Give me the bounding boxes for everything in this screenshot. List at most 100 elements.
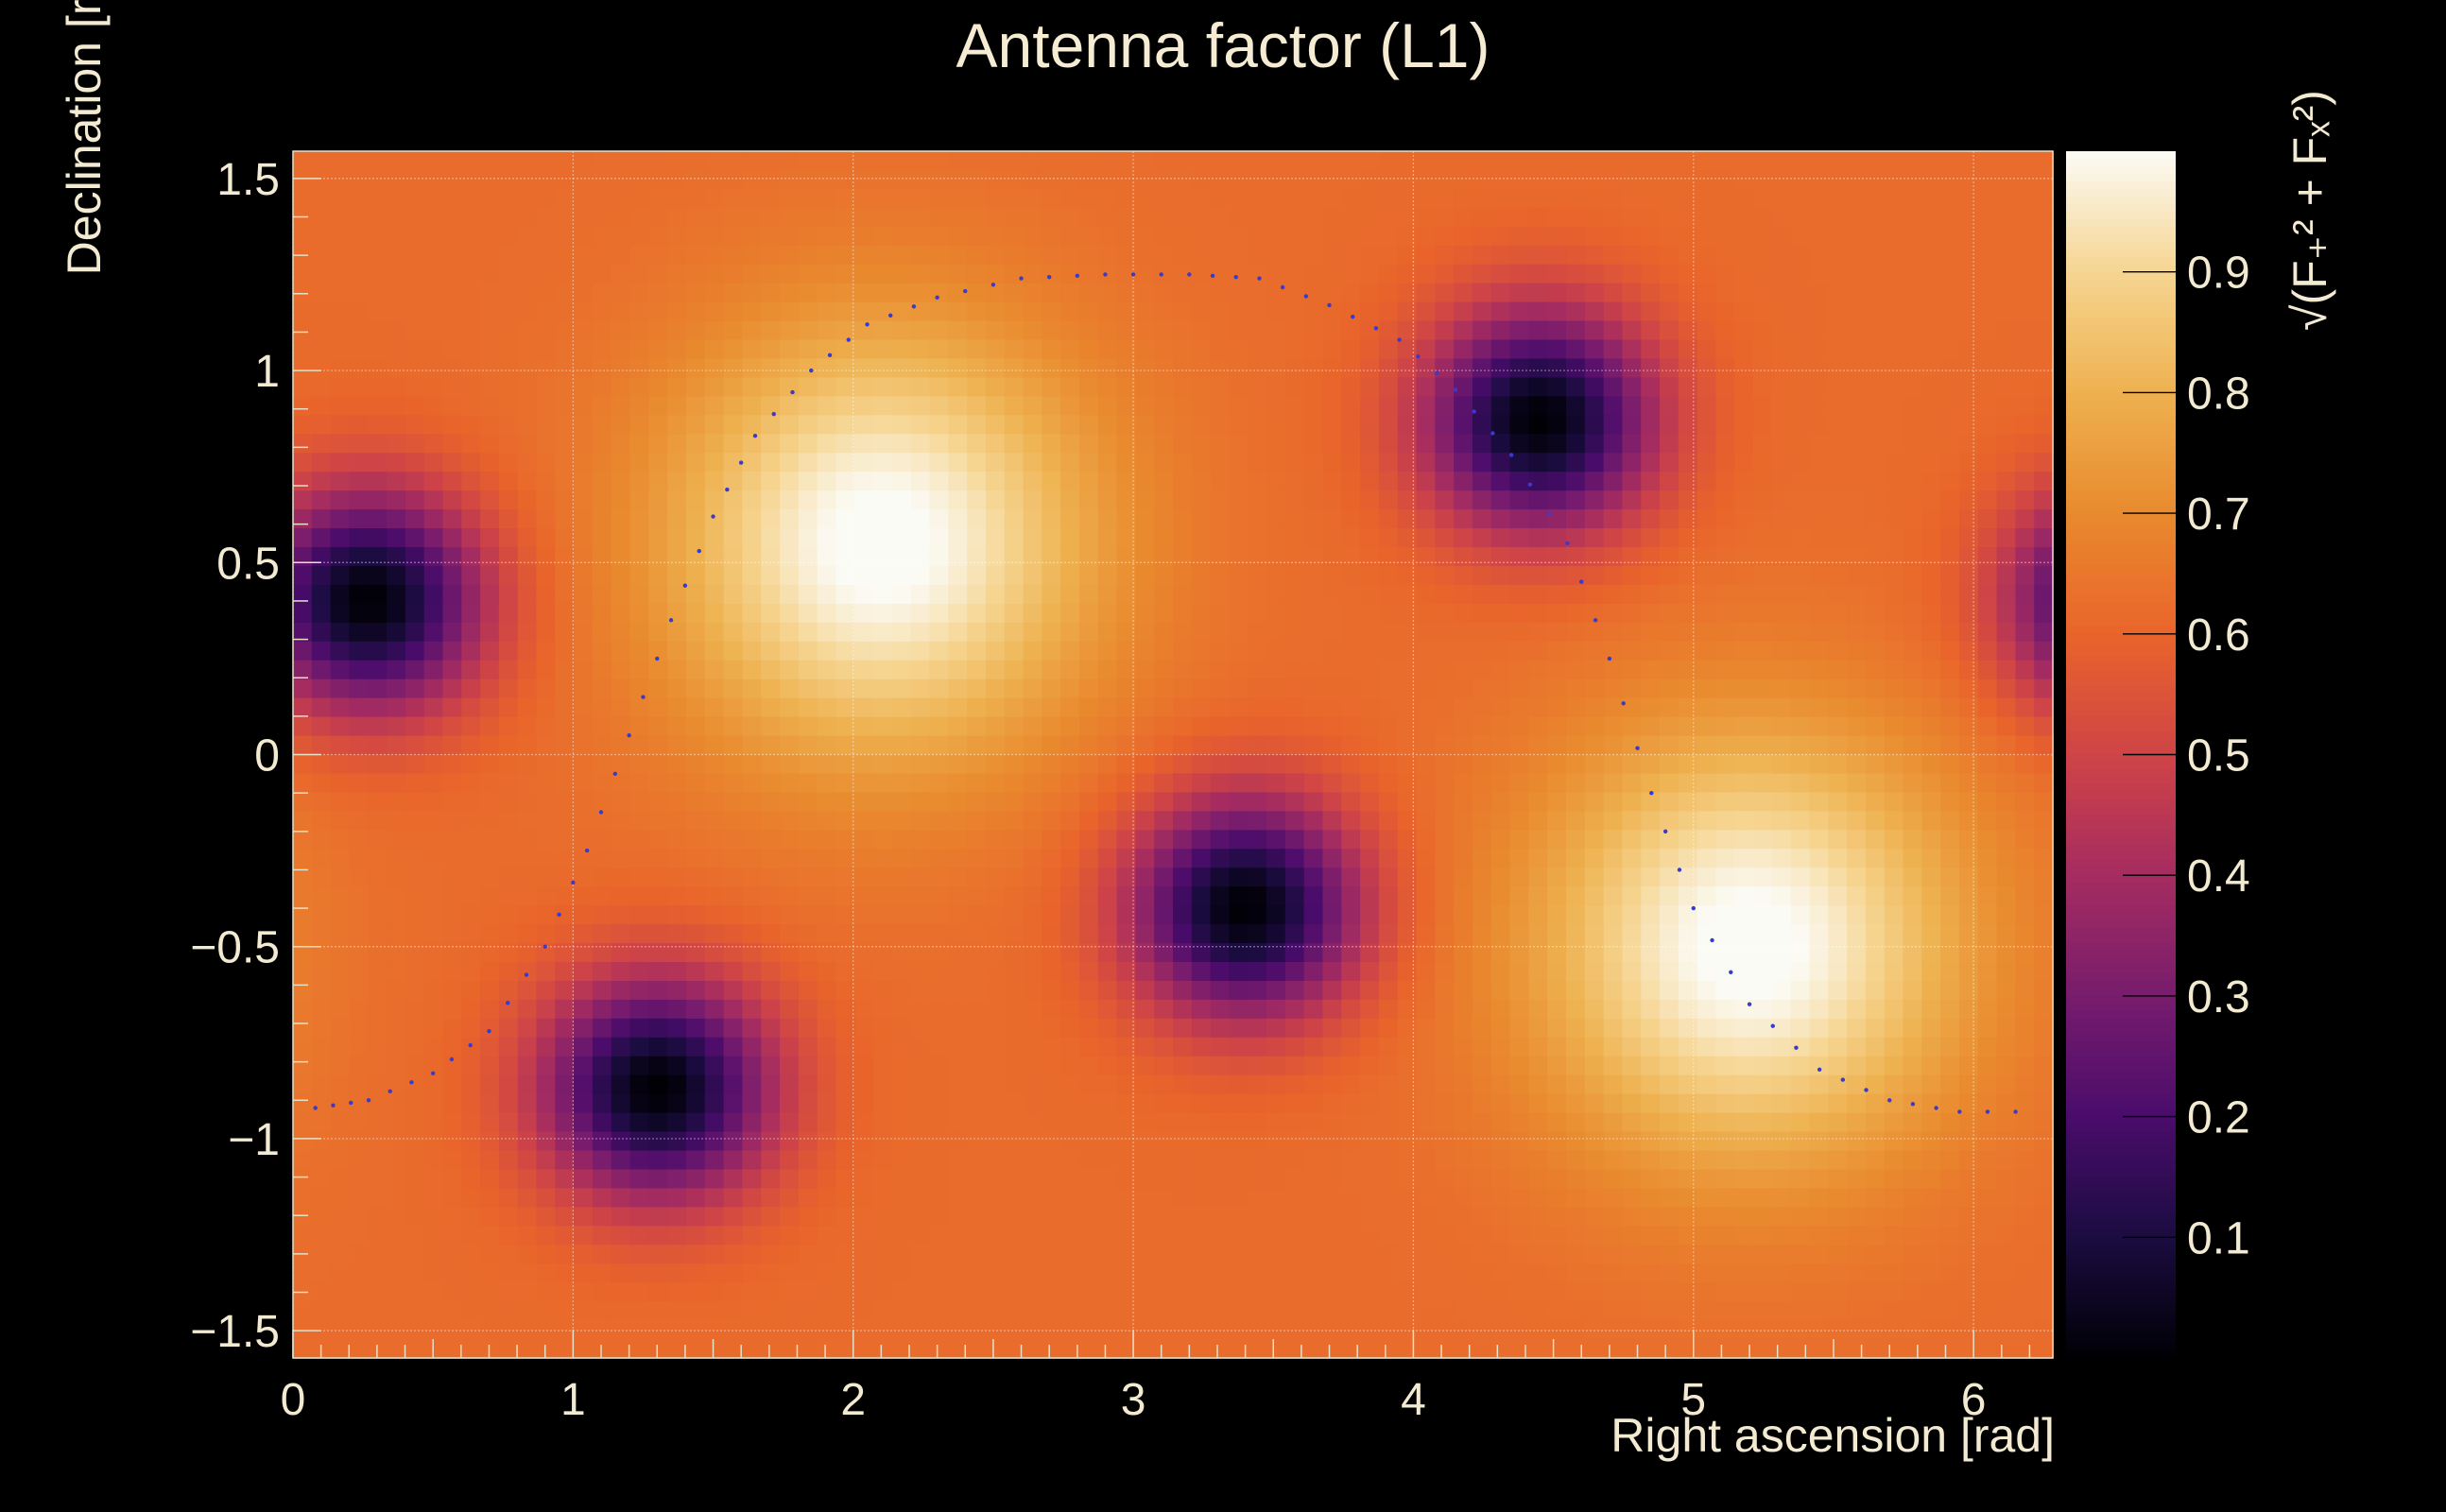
heatmap-cell (1865, 264, 1886, 284)
heatmap-cell (1790, 961, 1811, 982)
heatmap-cell (1322, 868, 1343, 887)
heatmap-cell (1173, 679, 1193, 699)
heatmap-cell (1828, 999, 1848, 1020)
heatmap-cell (891, 415, 912, 436)
heatmap-cell (1078, 811, 1099, 832)
heatmap-cell (1509, 1018, 1530, 1039)
heatmap-cell (1584, 1056, 1605, 1076)
heatmap-cell (1509, 283, 1530, 303)
heatmap-cell (1229, 264, 1249, 284)
heatmap-cell (1116, 320, 1137, 341)
heatmap-cell (1528, 1112, 1548, 1133)
heatmap-cell (461, 188, 481, 209)
heatmap-cell (1378, 980, 1399, 1001)
heatmap-cell (311, 961, 332, 982)
heatmap-cell (1921, 264, 1941, 284)
heatmap-cell (1154, 584, 1174, 605)
heatmap-cell (1903, 1074, 1923, 1095)
heatmap-cell (368, 584, 388, 605)
heatmap-cell (1641, 603, 1661, 624)
heatmap-cell (1603, 509, 1624, 529)
heatmap-cell (1565, 453, 1586, 472)
heatmap-cell (1191, 584, 1212, 605)
heatmap-cell (1135, 415, 1155, 436)
heatmap-cell (330, 1112, 351, 1133)
heatmap-cell (780, 1074, 800, 1095)
heatmap-cell (1135, 1093, 1155, 1114)
heatmap-cell (1790, 547, 1811, 567)
heatmap-cell (723, 716, 744, 737)
heatmap-cell (817, 528, 837, 548)
heatmap-cell (704, 301, 725, 322)
heatmap-cell (948, 226, 968, 247)
heatmap-cell (1996, 905, 2017, 925)
heatmap-cell (1753, 169, 1773, 190)
heatmap-cell (1416, 188, 1437, 209)
heatmap-cell (1229, 490, 1249, 510)
heatmap-cell (1191, 961, 1212, 982)
heatmap-cell (1266, 716, 1286, 737)
heatmap-cell (873, 264, 893, 284)
heatmap-cell (1753, 697, 1773, 718)
heatmap-cell (349, 811, 370, 832)
heatmap-cell (1191, 1056, 1212, 1076)
heatmap-cell (1416, 1131, 1437, 1152)
heatmap-cell (780, 320, 800, 341)
heatmap-cell (1996, 453, 2017, 472)
heatmap-cell (1248, 886, 1267, 906)
heatmap-cell (910, 1074, 931, 1095)
heatmap-cell (1004, 245, 1025, 266)
heatmap-cell (1603, 924, 1624, 944)
heatmap-cell (498, 188, 519, 209)
heatmap-cell (2015, 1056, 2035, 1076)
heatmap-cell (817, 830, 837, 850)
heatmap-cell (1042, 358, 1061, 379)
heatmap-cell (1341, 453, 1361, 472)
heatmap-cell (1753, 207, 1773, 228)
heatmap-cell (405, 811, 425, 832)
heatmap-cell (1828, 1018, 1848, 1039)
heatmap-cell (1248, 283, 1267, 303)
heatmap-cell (1903, 697, 1923, 718)
heatmap-cell (293, 735, 313, 756)
heatmap-cell (1229, 320, 1249, 341)
heatmap-cell (1678, 811, 1698, 832)
heatmap-cell (967, 697, 987, 718)
heatmap-cell (592, 377, 612, 398)
heatmap-cell (574, 396, 594, 417)
heatmap-cell (330, 565, 351, 586)
heatmap-cell (536, 509, 557, 529)
heatmap-cell (442, 264, 463, 284)
heatmap-cell (1603, 886, 1624, 906)
heatmap-cell (536, 226, 557, 247)
heatmap-cell (1303, 849, 1324, 869)
heatmap-cell (498, 1093, 519, 1114)
heatmap-cell (742, 226, 763, 247)
heatmap-cell (1847, 1037, 1867, 1057)
heatmap-cell (948, 396, 968, 417)
heatmap-cell (1734, 1112, 1754, 1133)
heatmap-cell (1229, 792, 1249, 813)
heatmap-cell (1303, 792, 1324, 813)
heatmap-cell (1397, 226, 1418, 247)
heatmap-cell (873, 1037, 893, 1057)
heatmap-cell (1603, 245, 1624, 266)
heatmap-cell (1154, 547, 1174, 567)
heatmap-cell (2015, 697, 2035, 718)
heatmap-cell (1641, 434, 1661, 455)
heatmap-cell (1397, 1112, 1418, 1133)
heatmap-cell (667, 547, 687, 567)
heatmap-cell (1229, 773, 1249, 794)
heatmap-cell (1641, 735, 1661, 756)
heatmap-cell (1360, 961, 1380, 982)
heatmap-cell (817, 565, 837, 586)
heatmap-cell (1715, 396, 1736, 417)
heatmap-cell (1958, 453, 1979, 472)
heatmap-cell (1454, 1074, 1473, 1095)
heatmap-cell (349, 773, 370, 794)
heatmap-cell (1078, 773, 1099, 794)
heatmap-cell (704, 528, 725, 548)
heatmap-cell (1210, 943, 1231, 963)
heatmap-cell (387, 943, 406, 963)
heatmap-cell (1565, 584, 1586, 605)
